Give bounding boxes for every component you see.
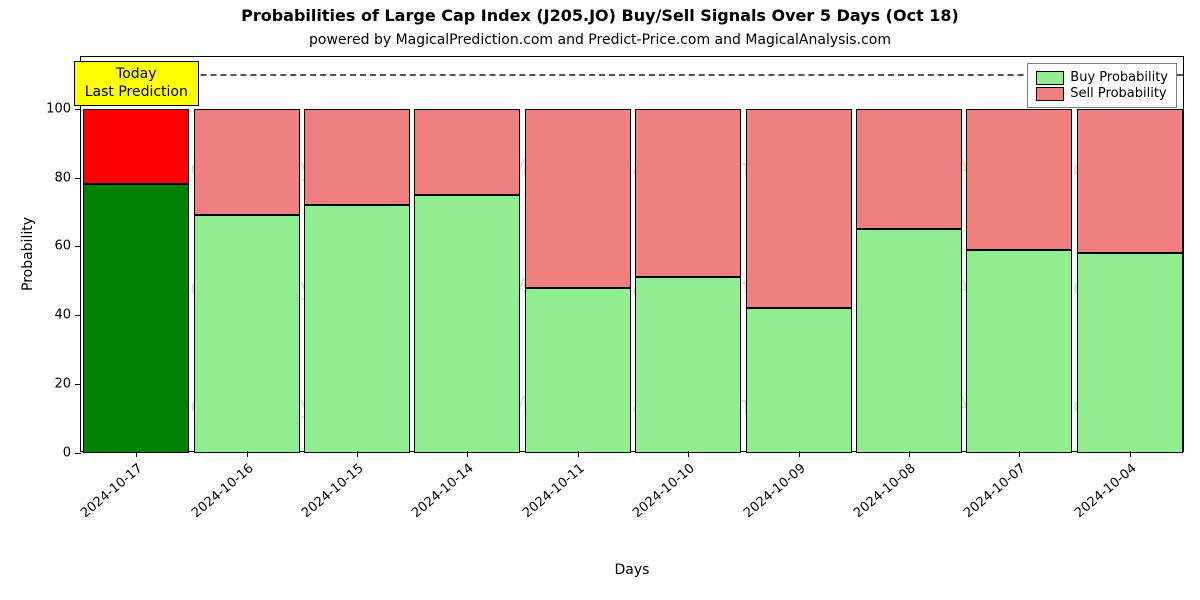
today-annotation: Today Last Prediction: [74, 61, 199, 106]
ytick-label: 100: [46, 101, 81, 116]
sell-bar: [304, 109, 410, 205]
xtick: [357, 451, 358, 457]
xtick: [1019, 451, 1020, 457]
y-axis-label: Probability: [20, 217, 36, 291]
ytick-label: 80: [54, 170, 81, 185]
buy-bar: [304, 205, 410, 453]
legend-item: Sell Probability: [1036, 86, 1168, 101]
xtick-label: 2024-10-07: [962, 461, 1030, 521]
legend-label: Buy Probability: [1070, 70, 1168, 85]
sell-bar: [194, 109, 300, 216]
xtick: [909, 451, 910, 457]
xtick: [799, 451, 800, 457]
sell-bar: [414, 109, 520, 195]
buy-bar: [83, 184, 189, 453]
xtick-label: 2024-10-10: [630, 461, 698, 521]
xtick-label: 2024-10-11: [520, 461, 588, 521]
xtick-label: 2024-10-15: [299, 461, 367, 521]
buy-bar: [414, 195, 520, 453]
xtick-label: 2024-10-04: [1072, 461, 1140, 521]
today-annotation-line2: Last Prediction: [85, 84, 188, 102]
sell-bar: [856, 109, 962, 230]
xtick: [688, 451, 689, 457]
xtick: [247, 451, 248, 457]
legend-item: Buy Probability: [1036, 70, 1168, 85]
ytick-label: 40: [54, 308, 81, 323]
sell-bar: [966, 109, 1072, 250]
chart-subtitle: powered by MagicalPrediction.com and Pre…: [0, 32, 1200, 48]
buy-bar: [966, 250, 1072, 453]
legend-label: Sell Probability: [1070, 86, 1166, 101]
buy-bar: [856, 229, 962, 453]
x-axis-label: Days: [615, 562, 650, 578]
ytick-label: 0: [63, 446, 81, 461]
xtick-label: 2024-10-17: [78, 461, 146, 521]
xtick-label: 2024-10-09: [741, 461, 809, 521]
sell-bar: [1077, 109, 1183, 254]
today-annotation-line1: Today: [85, 66, 188, 84]
legend-swatch: [1036, 87, 1064, 101]
buy-bar: [635, 277, 741, 453]
xtick: [578, 451, 579, 457]
sell-bar: [83, 109, 189, 185]
ytick-label: 60: [54, 239, 81, 254]
xtick: [467, 451, 468, 457]
legend: Buy ProbabilitySell Probability: [1027, 63, 1177, 108]
buy-bar: [525, 288, 631, 453]
xtick: [136, 451, 137, 457]
xtick-label: 2024-10-14: [410, 461, 478, 521]
buy-bar: [194, 215, 300, 453]
sell-bar: [635, 109, 741, 278]
xtick: [1130, 451, 1131, 457]
sell-bar: [525, 109, 631, 288]
chart-title: Probabilities of Large Cap Index (J205.J…: [0, 6, 1200, 25]
ytick-label: 20: [54, 377, 81, 392]
buy-bar: [746, 308, 852, 453]
plot-area: Buy ProbabilitySell Probability Today La…: [80, 56, 1184, 452]
threshold-line: [81, 74, 1183, 76]
xtick-label: 2024-10-08: [851, 461, 919, 521]
figure: Probabilities of Large Cap Index (J205.J…: [0, 0, 1200, 600]
legend-swatch: [1036, 71, 1064, 85]
xtick-label: 2024-10-16: [189, 461, 257, 521]
buy-bar: [1077, 253, 1183, 453]
sell-bar: [746, 109, 852, 309]
